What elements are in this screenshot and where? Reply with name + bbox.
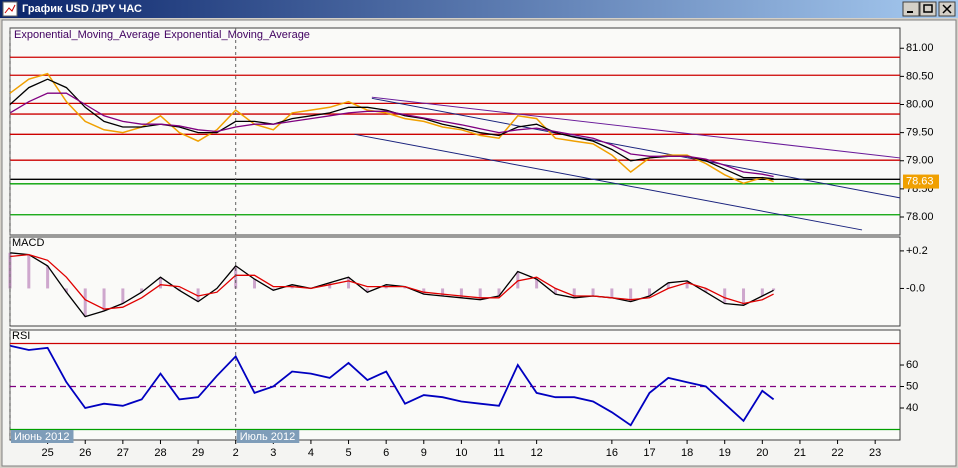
histogram-bar (403, 286, 407, 289)
histogram-bar (704, 288, 708, 293)
last-value-tag (903, 174, 939, 189)
x-tick-label: 26 (79, 447, 91, 459)
histogram-bar (666, 282, 670, 289)
panel-title: RSI (12, 330, 30, 342)
x-tick-label: 29 (192, 447, 204, 459)
histogram-bar (271, 288, 275, 291)
histogram-bar (723, 288, 727, 304)
x-tick-label: 28 (154, 447, 166, 459)
series-line (9, 253, 774, 310)
y-tick-label: -0.0 (906, 282, 925, 294)
trend-line (371, 97, 901, 199)
y-tick-label: +0.2 (906, 245, 928, 257)
x-tick-label: 16 (606, 447, 618, 459)
x-tick-label: 11 (493, 447, 504, 459)
histogram-bar (478, 288, 482, 300)
histogram-bar (177, 288, 181, 291)
x-tick-label: 10 (455, 447, 467, 459)
x-tick-label: 12 (531, 447, 543, 459)
x-tick-label: 25 (41, 447, 53, 459)
x-tick-label: 19 (719, 447, 731, 459)
y-tick-label: 40 (906, 402, 918, 414)
last-value-label: 78.63 (906, 175, 934, 187)
histogram-bar (553, 288, 557, 295)
histogram-bar (64, 288, 68, 293)
y-tick-label: 60 (906, 359, 918, 371)
month-label-box (11, 430, 74, 443)
window-icon-line (4, 4, 16, 14)
y-tick-label: 80.00 (906, 98, 934, 110)
close-button[interactable] (938, 1, 956, 17)
panel (9, 27, 901, 236)
month-label-box (236, 430, 300, 443)
trend-line (354, 133, 863, 231)
legend-entry: Exponential_Moving_Average (14, 29, 160, 41)
x-tick-label: 18 (681, 447, 693, 459)
histogram-bar (647, 288, 651, 296)
histogram-bar (760, 288, 764, 296)
histogram-bar (121, 288, 125, 304)
y-tick-label: 80.50 (906, 70, 934, 82)
histogram-bar (685, 280, 689, 289)
histogram-bar (772, 288, 776, 291)
maximize-button[interactable] (919, 1, 937, 17)
panel (9, 329, 901, 441)
legend-entry: Exponential_Moving_Average (164, 29, 310, 41)
histogram-bar (591, 288, 595, 296)
histogram-bar (83, 288, 87, 317)
series-line (9, 92, 774, 178)
panel (9, 236, 901, 327)
histogram-bar (441, 288, 445, 296)
x-tick-label: 17 (643, 447, 655, 459)
x-tick-label: 27 (117, 447, 129, 459)
panel-title: MACD (12, 237, 44, 249)
histogram-bar (422, 288, 426, 295)
y-tick-label: 79.00 (906, 155, 934, 167)
y-tick-label: 78.00 (906, 211, 934, 223)
histogram-bar (253, 279, 257, 289)
x-tick-label: 3 (270, 447, 276, 459)
title-bar (0, 0, 958, 18)
histogram-bar (535, 279, 539, 289)
month-label: Июнь 2012 (14, 431, 70, 443)
x-tick-label: 2 (233, 447, 239, 459)
minimize-button[interactable] (902, 1, 920, 17)
histogram-bar (572, 288, 576, 298)
histogram-bar (140, 288, 144, 293)
x-tick-label: 23 (869, 447, 881, 459)
histogram-bar (629, 288, 633, 302)
x-tick-label: 6 (383, 447, 389, 459)
x-tick-label: 4 (308, 447, 314, 459)
y-tick-label: 50 (906, 380, 918, 392)
series-line (9, 252, 774, 318)
histogram-bar (102, 288, 106, 311)
histogram-bar (347, 277, 351, 289)
x-tick-label: 22 (831, 447, 843, 459)
x-tick-label: 21 (794, 447, 806, 459)
histogram-bar (328, 282, 332, 289)
histogram-bar (27, 254, 31, 289)
histogram-bar (158, 277, 162, 289)
histogram-bar (610, 288, 614, 298)
x-tick-label: 9 (421, 447, 427, 459)
x-tick-label: 20 (756, 447, 768, 459)
month-label: Июль 2012 (240, 431, 296, 443)
window-title: График USD /JPY ЧАС (22, 3, 142, 15)
y-tick-label: 81.00 (906, 42, 934, 54)
plots: 78.0078.5079.0079.5080.0080.5081.00Expon… (8, 27, 939, 459)
histogram-bar (196, 288, 200, 302)
histogram-bar (365, 288, 369, 293)
histogram-bar (516, 271, 520, 289)
histogram-bar (497, 288, 501, 296)
histogram-bar (46, 265, 50, 289)
x-tick-label: 5 (345, 447, 351, 459)
trend-line (371, 96, 901, 159)
histogram-bar (742, 288, 746, 306)
histogram-bar (459, 288, 463, 298)
y-tick-label: 79.50 (906, 127, 934, 139)
series-line (9, 344, 775, 427)
histogram-bar (234, 265, 238, 289)
